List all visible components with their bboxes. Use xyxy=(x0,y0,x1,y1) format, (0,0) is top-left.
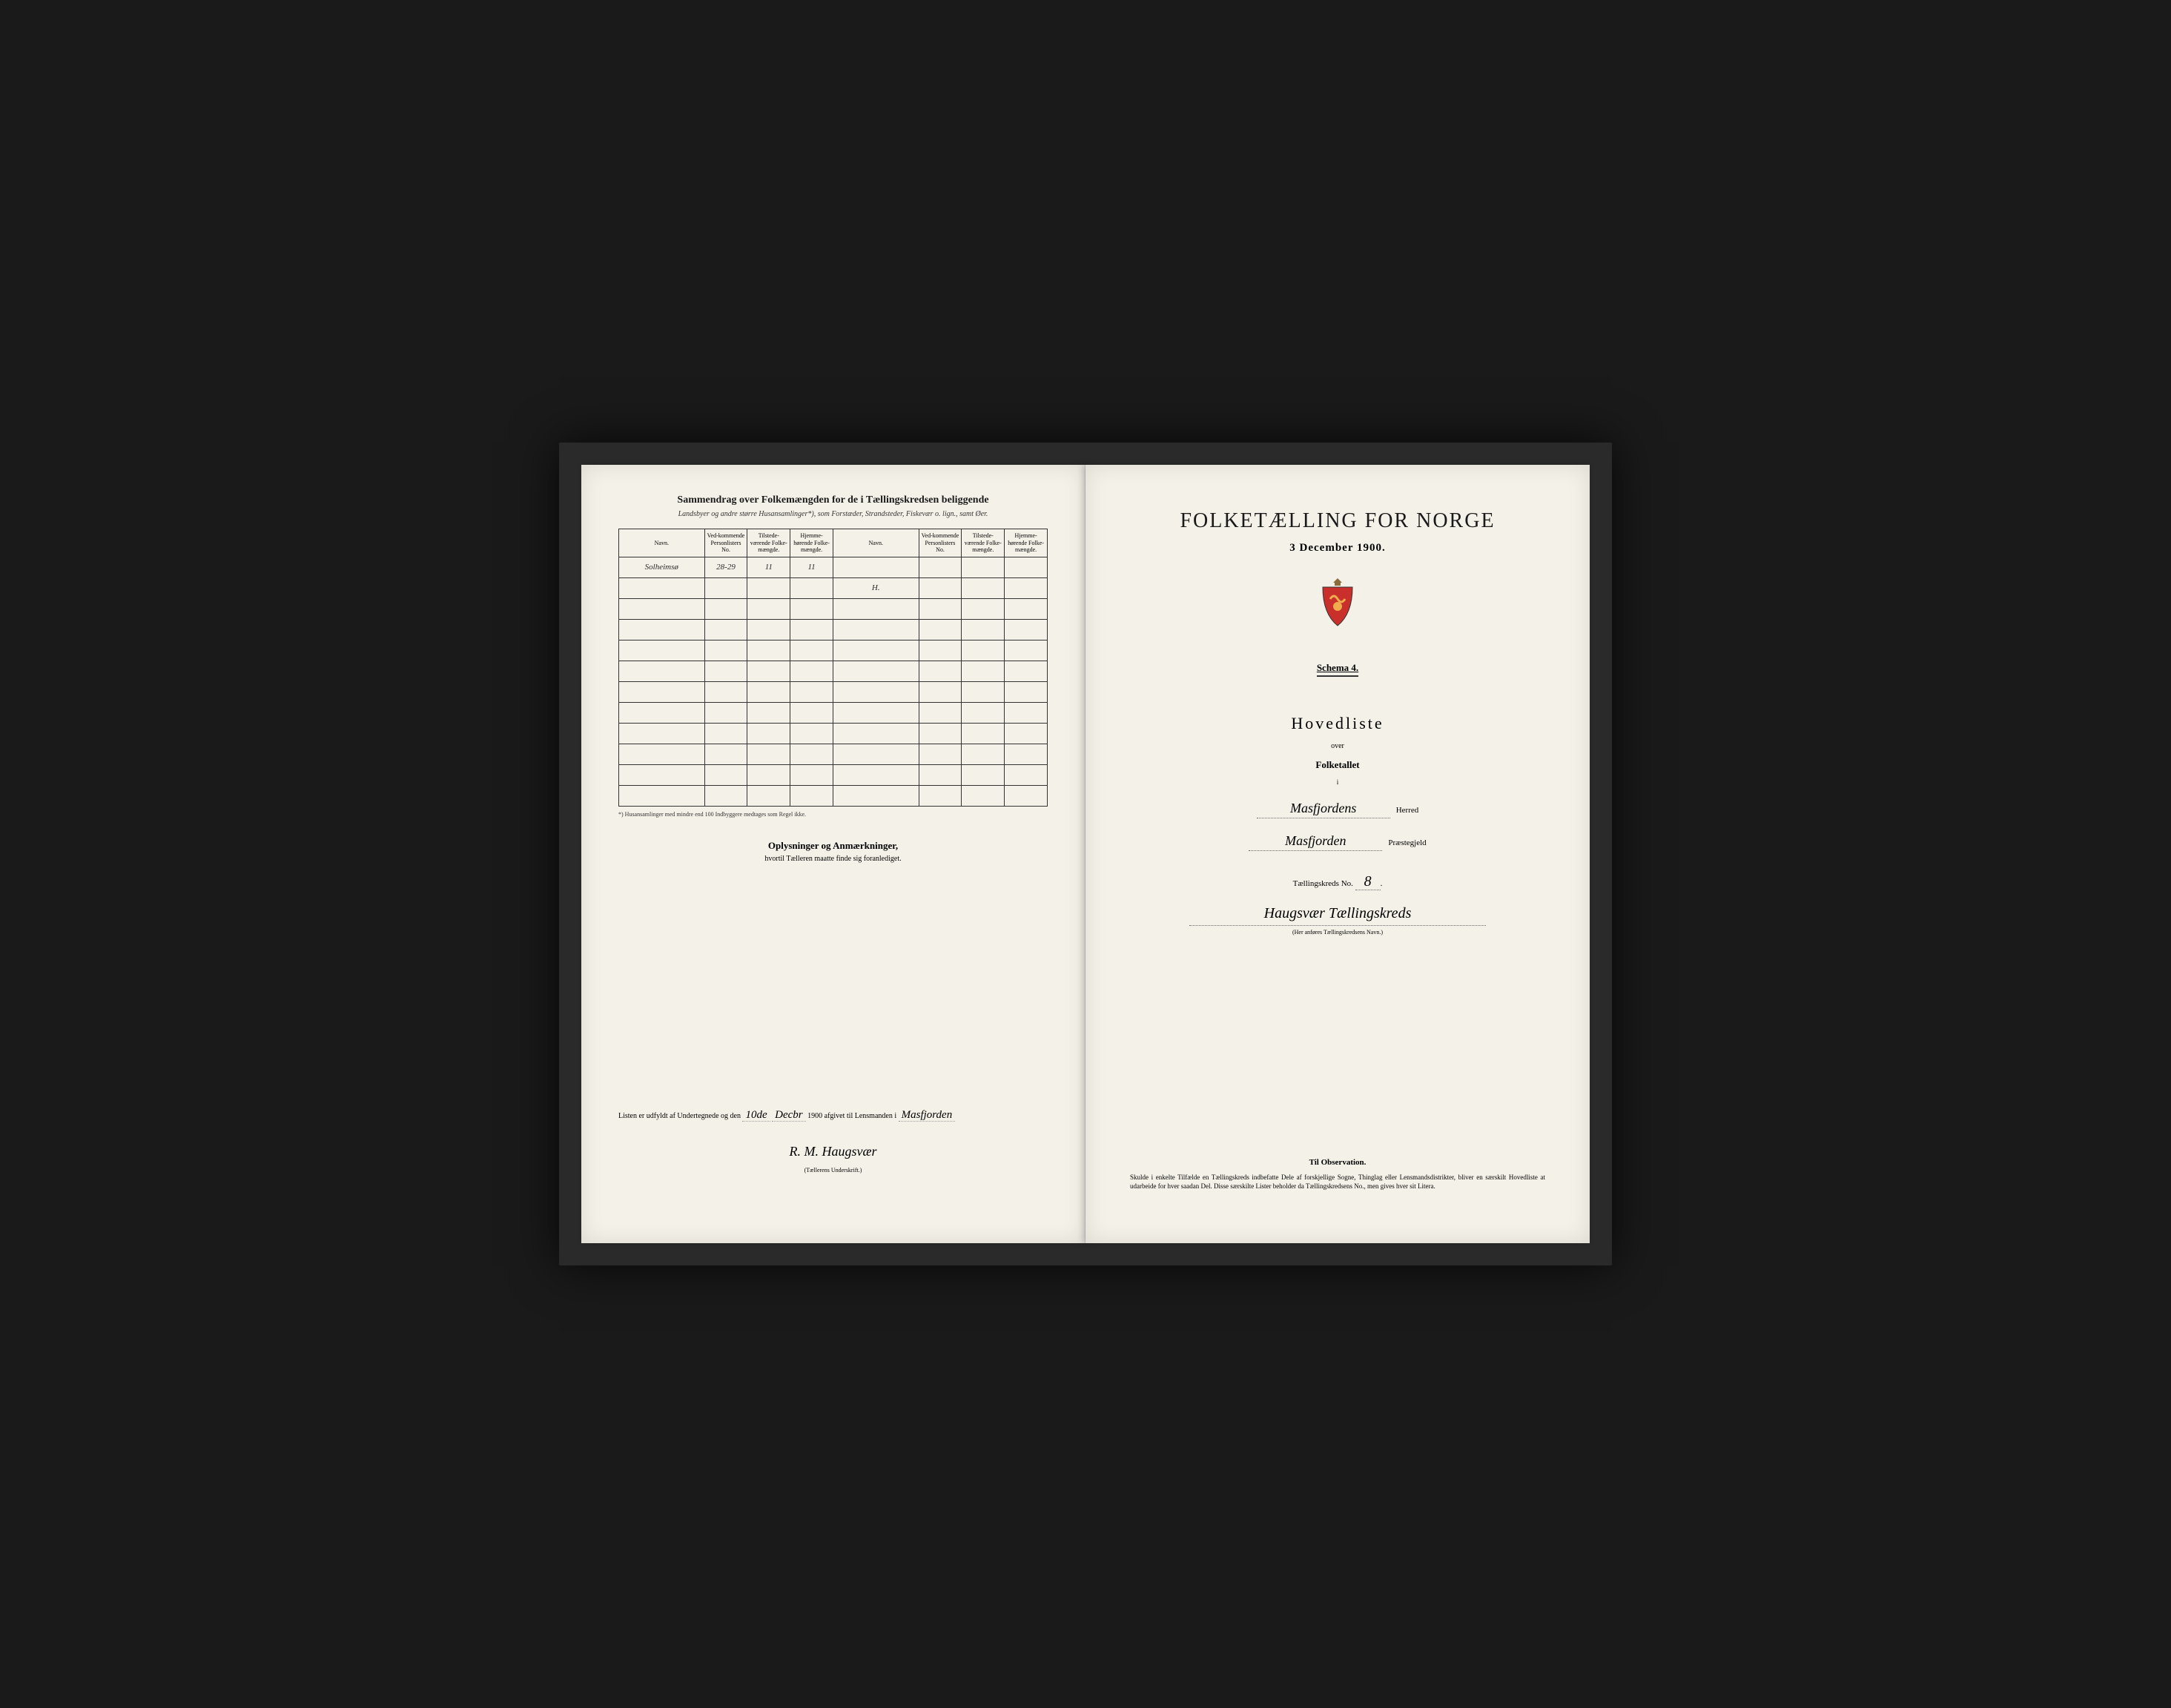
table-row xyxy=(619,598,1048,619)
th-tilstede-1: Tilstede-værende Folke-mængde. xyxy=(747,529,790,557)
schema-label: Schema 4. xyxy=(1317,662,1358,677)
th-hjemme-2: Hjemme-hørende Folke-mængde. xyxy=(1005,529,1048,557)
cell-tilstede: 11 xyxy=(747,557,790,577)
table-footnote: *) Husansamlinger med mindre end 100 Ind… xyxy=(618,811,1048,818)
kreds-name: Haugsvær Tællingskreds xyxy=(1189,905,1486,926)
herred-line: Masfjordens Herred xyxy=(1123,801,1553,818)
table-row xyxy=(619,681,1048,702)
table-row xyxy=(619,640,1048,661)
cell-no: 28-29 xyxy=(704,557,747,577)
right-page: FOLKETÆLLING FOR NORGE 3 December 1900. … xyxy=(1086,465,1590,1243)
remarks-subtitle: hvortil Tælleren maatte finde sig foranl… xyxy=(618,855,1048,863)
th-navn-2: Navn. xyxy=(833,529,919,557)
kreds-hint: (Her anføres Tællingskredsens Navn.) xyxy=(1123,929,1553,936)
observation-section: Til Observation. Skulde i enkelte Tilfæl… xyxy=(1130,1158,1545,1191)
table-row: H. xyxy=(619,577,1048,598)
praestegjeld-line: Masfjorden Præstegjeld xyxy=(1123,833,1553,851)
census-table: Navn. Ved-kommende Personlisters No. Til… xyxy=(618,529,1048,807)
title-page-content: FOLKETÆLLING FOR NORGE 3 December 1900. … xyxy=(1123,494,1553,936)
praeste-label: Præstegjeld xyxy=(1388,838,1426,847)
attestation-day: 10de xyxy=(742,1109,770,1122)
attestation-prefix: Listen er udfyldt af Undertegnede og den xyxy=(618,1112,741,1120)
kreds-number: 8 xyxy=(1355,873,1381,890)
kreds-label: Tællingskreds No. xyxy=(1293,879,1353,888)
signature-name: R. M. Haugsvær xyxy=(790,1144,877,1159)
left-page: Sammendrag over Folkemængden for de i Tæ… xyxy=(581,465,1086,1243)
folketallet-label: Folketallet xyxy=(1123,759,1553,771)
over-label: over xyxy=(1123,742,1553,750)
census-book: Sammendrag over Folkemængden for de i Tæ… xyxy=(559,443,1612,1265)
th-vedkommende-1: Ved-kommende Personlisters No. xyxy=(704,529,747,557)
table-row xyxy=(619,744,1048,764)
cell-navn: Solheimsø xyxy=(619,557,705,577)
cell-mark: H. xyxy=(833,577,919,598)
signature-label: (Tællerens Underskrift.) xyxy=(618,1165,1048,1176)
remarks-title: Oplysninger og Anmærkninger, xyxy=(618,840,1048,852)
kreds-number-line: Tællingskreds No. 8. xyxy=(1123,873,1553,890)
attestation-place: Masfjorden xyxy=(899,1109,956,1122)
i-label: i xyxy=(1123,778,1553,786)
table-row xyxy=(619,661,1048,681)
observation-text: Skulde i enkelte Tilfælde en Tællingskre… xyxy=(1130,1173,1545,1191)
coat-of-arms-icon xyxy=(1315,577,1360,629)
cell-hjemme: 11 xyxy=(790,557,833,577)
th-navn-1: Navn. xyxy=(619,529,705,557)
attestation-line: Listen er udfyldt af Undertegnede og den… xyxy=(618,1104,1048,1176)
main-title: FOLKETÆLLING FOR NORGE xyxy=(1123,509,1553,533)
th-tilstede-2: Tilstede-værende Folke-mængde. xyxy=(962,529,1005,557)
table-row xyxy=(619,702,1048,723)
herred-label: Herred xyxy=(1396,806,1419,815)
left-header: Sammendrag over Folkemængden for de i Tæ… xyxy=(618,494,1048,520)
hovedliste-title: Hovedliste xyxy=(1123,714,1553,733)
remarks-section: Oplysninger og Anmærkninger, hvortil Tæl… xyxy=(618,840,1048,863)
attestation-year: 1900 afgivet til Lensmanden i xyxy=(807,1112,896,1120)
observation-title: Til Observation. xyxy=(1130,1158,1545,1167)
praeste-value: Masfjorden xyxy=(1249,833,1382,851)
table-row xyxy=(619,785,1048,806)
th-hjemme-1: Hjemme-hørende Folke-mængde. xyxy=(790,529,833,557)
summary-title: Sammendrag over Folkemængden for de i Tæ… xyxy=(618,494,1048,506)
summary-subtitle: Landsbyer og andre større Husansamlinger… xyxy=(618,509,1048,520)
table-row xyxy=(619,723,1048,744)
th-vedkommende-2: Ved-kommende Personlisters No. xyxy=(919,529,962,557)
attestation-month: Decbr xyxy=(772,1109,806,1122)
table-row xyxy=(619,619,1048,640)
signature: R. M. Haugsvær (Tællerens Underskrift.) xyxy=(618,1138,1048,1176)
herred-value: Masfjordens xyxy=(1257,801,1390,818)
census-date: 3 December 1900. xyxy=(1123,542,1553,555)
table-row: Solheimsø 28-29 11 11 xyxy=(619,557,1048,577)
table-row xyxy=(619,764,1048,785)
